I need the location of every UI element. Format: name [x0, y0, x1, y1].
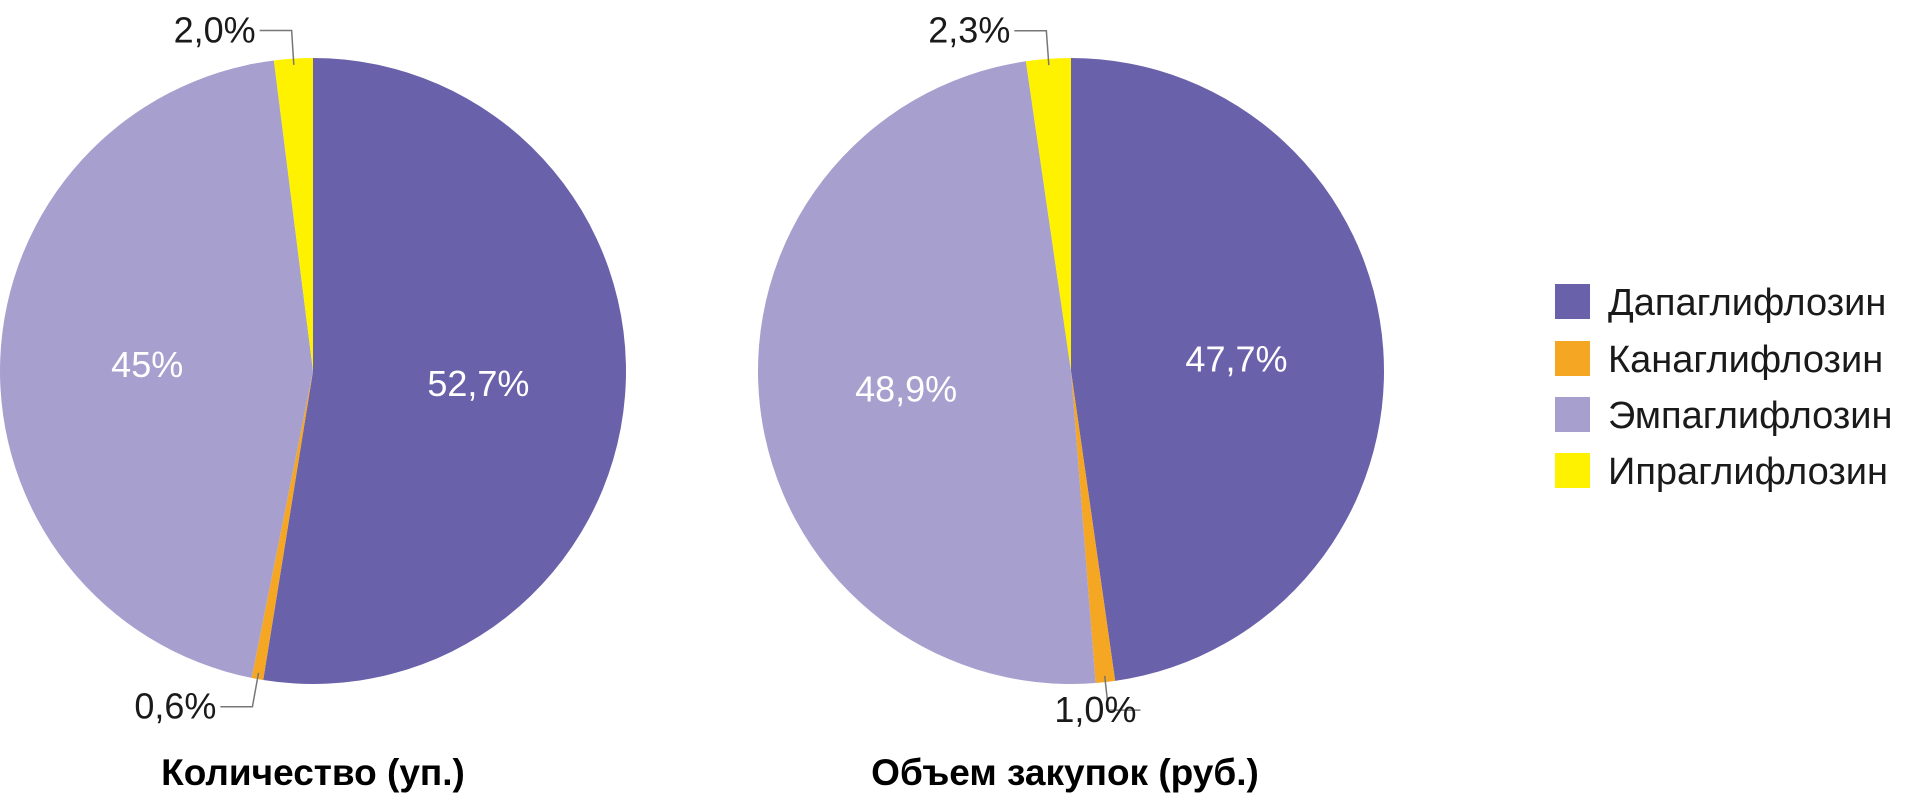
leader-line	[220, 672, 260, 708]
slice-value-label: 47,7%	[1185, 338, 1287, 379]
pie-slice	[1071, 58, 1385, 681]
legend-item: Дапаглифлозин	[1555, 282, 1886, 324]
pie-slice	[251, 371, 313, 681]
legend-label: Дапаглифлозин	[1608, 282, 1886, 324]
legend: Дапаглифлозин Канаглифлозин Эмпаглифлози…	[1555, 282, 1893, 493]
pie-chart-purchase-volume: 47,7% 1,0% 48,9% 2,3%	[757, 10, 1385, 730]
chart-title-quantity: Количество (уп.)	[161, 752, 465, 793]
leader-line	[1103, 675, 1141, 711]
legend-swatch	[1555, 284, 1590, 319]
slice-value-label: 2,3%	[928, 10, 1010, 51]
chart-title-purchase-volume: Объем закупок (руб.)	[871, 752, 1259, 793]
slice-value-label: 1,0%	[1054, 689, 1136, 730]
slice-value-label: 2,0%	[174, 9, 256, 50]
leader-line	[1014, 29, 1050, 66]
pie-slice	[1071, 371, 1116, 684]
slice-value-label: 45%	[111, 344, 183, 385]
pie-slice	[757, 61, 1096, 685]
pie-slice	[1025, 58, 1071, 371]
legend-item: Канаглифлозин	[1555, 339, 1883, 381]
leader-line	[259, 29, 295, 65]
pie-slice	[0, 60, 314, 678]
legend-swatch	[1555, 453, 1590, 488]
slice-value-label: 0,6%	[134, 686, 216, 727]
legend-swatch	[1555, 341, 1590, 376]
slice-value-label: 52,7%	[427, 363, 529, 404]
legend-label: Ипраглифлозин	[1608, 451, 1888, 493]
pie-slice	[263, 58, 626, 684]
legend-label: Канаглифлозин	[1608, 339, 1883, 381]
pie-chart-quantity: 52,7% 0,6% 45% 2,0%	[0, 9, 626, 727]
pie-slice	[273, 58, 313, 371]
legend-label: Эмпаглифлозин	[1608, 395, 1893, 437]
legend-item: Эмпаглифлозин	[1555, 395, 1893, 437]
legend-item: Ипраглифлозин	[1555, 451, 1888, 493]
slice-value-label: 48,9%	[855, 368, 957, 409]
legend-swatch	[1555, 397, 1590, 432]
